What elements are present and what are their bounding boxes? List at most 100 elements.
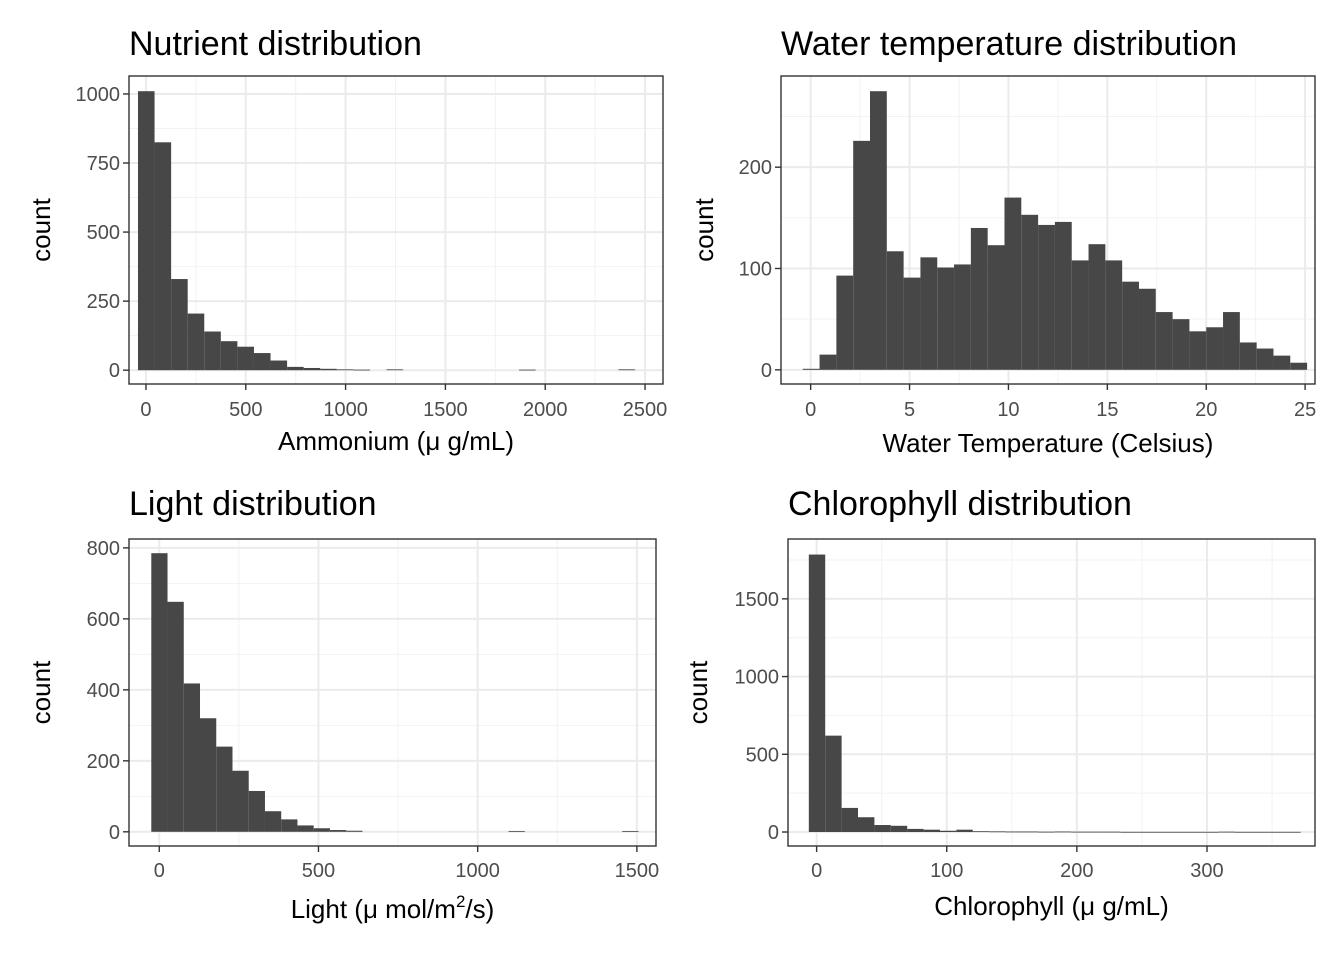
histogram-bar xyxy=(1172,319,1190,370)
histogram-bar xyxy=(154,142,172,371)
x-axis-label: Chlorophyll (μ g/mL) xyxy=(934,891,1169,921)
panel-chlorophyll: 0 100 200 300 0 500 1000 1500 Chlorophyll distri… xyxy=(683,485,1316,921)
panel-border xyxy=(128,538,657,847)
histogram-bar xyxy=(920,257,938,370)
histogram-bar xyxy=(1189,331,1207,370)
histogram-bar xyxy=(1004,197,1022,370)
x-axis-label: Ammonium (μ g/mL) xyxy=(278,426,514,456)
histogram-bar xyxy=(1223,312,1240,370)
histogram-bar xyxy=(970,227,988,370)
x-tick-label: 1500 xyxy=(615,860,660,882)
histogram-bar xyxy=(923,829,940,833)
x-tick-label: 25 xyxy=(1294,399,1316,421)
histogram-bar xyxy=(281,819,298,832)
histogram-bar xyxy=(1021,831,1039,833)
histogram-bar xyxy=(1054,221,1072,370)
histogram-bar xyxy=(825,735,842,833)
y-tick-label: 100 xyxy=(739,259,772,281)
histogram-bar xyxy=(232,770,249,832)
histogram-bar xyxy=(1169,831,1186,833)
histogram-bar xyxy=(937,267,955,370)
histogram-bar xyxy=(1071,260,1089,370)
y-tick-label: 1000 xyxy=(735,667,780,689)
x-tick-label: 100 xyxy=(930,860,963,882)
x-axis-label: Water Temperature (Celsius) xyxy=(883,428,1214,458)
histogram-bar xyxy=(187,313,205,371)
histogram-bar xyxy=(1071,831,1088,833)
histogram-bar xyxy=(858,817,875,833)
chart-title: Chlorophyll distribution xyxy=(788,485,1132,523)
histogram-bar xyxy=(248,790,265,832)
y-tick-label: 0 xyxy=(109,360,120,382)
histogram-bar xyxy=(1054,831,1072,833)
y-axis-label: count xyxy=(683,660,713,724)
histogram-bar xyxy=(903,277,921,370)
histogram-bar xyxy=(1038,831,1055,833)
histogram-bar xyxy=(171,279,188,371)
panel-border xyxy=(780,75,1316,385)
histogram-bar xyxy=(1120,831,1137,833)
histogram-bar xyxy=(1138,288,1156,370)
x-tick-label: 0 xyxy=(154,860,165,882)
chart-title: Water temperature distribution xyxy=(781,25,1237,63)
histogram-bar xyxy=(1251,831,1268,833)
histogram-bar xyxy=(802,368,820,370)
histogram-bar xyxy=(329,830,347,832)
y-tick-label: 500 xyxy=(87,222,120,244)
histogram-bar xyxy=(836,275,854,370)
histogram-bar xyxy=(1005,831,1022,833)
panel-light: 0 500 1000 1500 0 200 400 600 800 Light distribut… xyxy=(26,485,659,924)
histogram-bar xyxy=(220,341,238,371)
histogram-bar xyxy=(287,366,304,371)
x-tick-label: 1500 xyxy=(423,399,468,421)
y-tick-label: 500 xyxy=(746,744,779,766)
y-tick-label: 400 xyxy=(87,680,120,702)
x-tick-label: 300 xyxy=(1190,860,1223,882)
x-tick-label: 5 xyxy=(904,399,915,421)
histogram-bar xyxy=(989,831,1006,833)
histogram-bar xyxy=(1206,327,1224,370)
y-tick-label: 0 xyxy=(761,360,772,382)
histogram-bar xyxy=(137,91,155,371)
x-tick-label: 20 xyxy=(1195,399,1217,421)
histogram-bar xyxy=(622,831,639,832)
histogram-bar xyxy=(1105,260,1123,370)
histogram-bar xyxy=(1218,831,1236,833)
histogram-bar xyxy=(1185,831,1203,833)
y-axis-label: count xyxy=(689,197,719,261)
panel-border xyxy=(787,538,1316,847)
histogram-bar xyxy=(907,828,924,833)
histogram-bar xyxy=(1088,244,1106,370)
histogram-bar xyxy=(1155,312,1173,370)
histogram-bar xyxy=(1290,362,1308,370)
histogram-bar xyxy=(346,830,363,832)
histogram-bar xyxy=(1267,831,1285,833)
histogram-bar xyxy=(297,825,314,832)
panel-nutrient: 0 500 1000 1500 2000 2500 0 250 500 750 1000 Nutrie… xyxy=(26,25,667,456)
histogram-bar xyxy=(1284,831,1301,833)
histogram-bar xyxy=(841,807,859,833)
histogram-bar xyxy=(853,140,870,370)
histogram-bar xyxy=(618,369,636,371)
x-tick-label: 0 xyxy=(140,399,151,421)
histogram-bar xyxy=(1256,348,1274,370)
histogram-bar xyxy=(939,830,957,833)
y-tick-label: 1500 xyxy=(735,589,780,611)
panel-water-temperature: 0 5 10 15 20 25 0 100 200 Water temperature distr… xyxy=(689,25,1316,458)
histogram-bar xyxy=(204,331,221,371)
chart-title: Nutrient distribution xyxy=(129,25,422,63)
y-tick-label: 200 xyxy=(739,157,772,179)
x-tick-label: 2500 xyxy=(623,399,668,421)
histogram-bar xyxy=(183,683,201,832)
x-tick-label: 500 xyxy=(229,399,262,421)
histogram-bar xyxy=(890,825,908,833)
histogram-bar xyxy=(1153,831,1170,833)
histogram-bar xyxy=(353,369,370,371)
histogram-bar xyxy=(808,554,826,833)
histogram-bar xyxy=(519,369,536,371)
y-tick-label: 750 xyxy=(87,153,120,175)
y-tick-label: 250 xyxy=(87,291,120,313)
y-tick-label: 600 xyxy=(87,609,120,631)
histogram-bar xyxy=(1235,831,1252,833)
